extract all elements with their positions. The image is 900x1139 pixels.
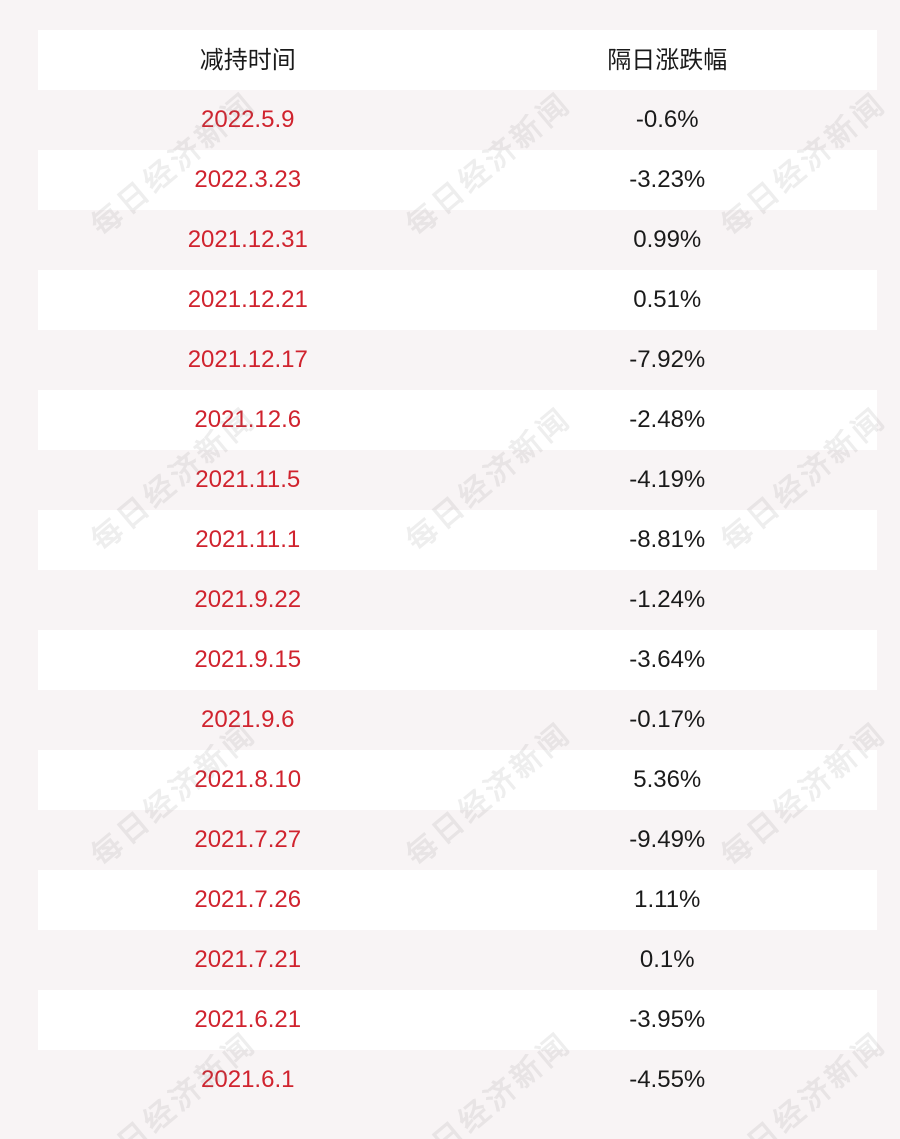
table-row: 2021.7.27 -9.49% (38, 810, 877, 870)
table-row: 2021.12.17 -7.92% (38, 330, 877, 390)
table-row: 2021.11.5 -4.19% (38, 450, 877, 510)
table-row: 2021.11.1 -8.81% (38, 510, 877, 570)
date-cell: 2021.9.22 (194, 586, 302, 613)
table-row: 2021.6.21 -3.95% (38, 990, 877, 1050)
date-cell: 2022.3.23 (194, 166, 302, 193)
change-cell: -3.95% (629, 1006, 706, 1033)
header-change: 隔日涨跌幅 (607, 46, 728, 74)
table-row: 2021.12.31 0.99% (38, 210, 877, 270)
change-cell: -2.48% (629, 406, 706, 433)
change-cell: -1.24% (629, 586, 706, 613)
change-cell: -0.6% (635, 106, 699, 133)
table-row: 2021.8.10 5.36% (38, 750, 877, 810)
holding-reduction-table: 减持时间 隔日涨跌幅 2022.5.9 -0.6% 2022.3.23 -3.2… (38, 30, 877, 1110)
change-cell: -3.64% (629, 646, 706, 673)
change-cell: 0.1% (639, 946, 695, 973)
change-cell: 0.51% (633, 286, 702, 313)
table-row: 2021.9.15 -3.64% (38, 630, 877, 690)
table-row: 2021.12.21 0.51% (38, 270, 877, 330)
change-cell: -4.19% (629, 466, 706, 493)
table-row: 2021.6.1 -4.55% (38, 1050, 877, 1110)
header-date: 减持时间 (199, 46, 296, 74)
table-row: 2021.7.26 1.11% (38, 870, 877, 930)
change-cell: 1.11% (634, 886, 701, 913)
date-cell: 2021.12.31 (187, 226, 308, 253)
date-cell: 2021.11.1 (195, 526, 301, 553)
date-cell: 2021.8.10 (194, 766, 302, 793)
date-cell: 2021.12.17 (187, 346, 308, 373)
table-header-row: 减持时间 隔日涨跌幅 (38, 30, 877, 90)
date-cell: 2021.9.15 (194, 646, 302, 673)
table-row: 2022.5.9 -0.6% (38, 90, 877, 150)
table-body: 2022.5.9 -0.6% 2022.3.23 -3.23% 2021.12.… (38, 90, 877, 1110)
change-cell: 0.99% (633, 226, 702, 253)
date-cell: 2021.7.21 (194, 946, 302, 973)
change-cell: -4.55% (629, 1066, 706, 1093)
date-cell: 2022.5.9 (201, 106, 295, 133)
change-cell: -8.81% (629, 526, 706, 553)
table-row: 2021.12.6 -2.48% (38, 390, 877, 450)
change-cell: -7.92% (629, 346, 706, 373)
date-cell: 2021.6.21 (194, 1006, 302, 1033)
change-cell: -3.23% (629, 166, 706, 193)
date-cell: 2021.6.1 (201, 1066, 295, 1093)
table-row: 2021.7.21 0.1% (38, 930, 877, 990)
change-cell: -9.49% (629, 826, 706, 853)
date-cell: 2021.11.5 (195, 466, 301, 493)
table-row: 2021.9.22 -1.24% (38, 570, 877, 630)
date-cell: 2021.12.6 (194, 406, 302, 433)
date-cell: 2021.7.27 (194, 826, 302, 853)
change-cell: -0.17% (629, 706, 706, 733)
change-cell: 5.36% (633, 766, 702, 793)
date-cell: 2021.7.26 (194, 886, 302, 913)
table-row: 2021.9.6 -0.17% (38, 690, 877, 750)
date-cell: 2021.9.6 (201, 706, 295, 733)
table-row: 2022.3.23 -3.23% (38, 150, 877, 210)
date-cell: 2021.12.21 (187, 286, 308, 313)
